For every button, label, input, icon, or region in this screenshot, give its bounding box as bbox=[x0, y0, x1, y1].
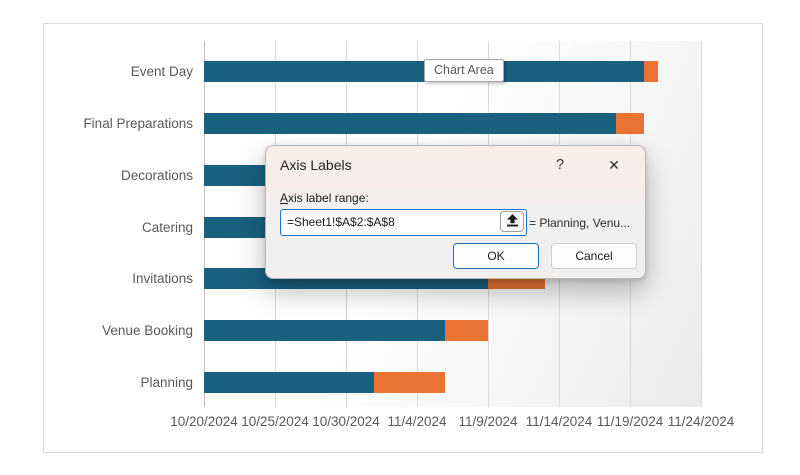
axis-label-range-input[interactable]: =Sheet1!$A$2:$A$8 bbox=[280, 209, 527, 236]
date-axis-label[interactable]: 11/14/2024 bbox=[525, 414, 593, 429]
bar-duration-segment[interactable] bbox=[374, 372, 445, 393]
ok-button[interactable]: OK bbox=[453, 243, 539, 269]
chart-area-tooltip: Chart Area bbox=[424, 59, 504, 82]
date-axis-label[interactable]: 10/30/2024 bbox=[312, 414, 380, 429]
collapse-dialog-icon bbox=[506, 213, 519, 230]
cancel-button[interactable]: Cancel bbox=[551, 243, 637, 269]
date-axis-label[interactable]: 11/4/2024 bbox=[387, 414, 447, 429]
close-icon[interactable]: ✕ bbox=[604, 155, 624, 175]
category-axis-label[interactable]: Event Day bbox=[130, 64, 193, 79]
date-axis-label[interactable]: 11/19/2024 bbox=[596, 414, 664, 429]
date-axis-label[interactable]: 10/25/2024 bbox=[241, 414, 309, 429]
bar-duration-segment[interactable] bbox=[616, 113, 644, 134]
axis-labels-dialog: Axis Labels ? ✕ Axis label range: =Sheet… bbox=[265, 145, 646, 279]
bar-duration-segment[interactable] bbox=[644, 61, 658, 82]
chart-area-tooltip-label: Chart Area bbox=[434, 63, 494, 77]
axis-label-range-value: =Sheet1!$A$2:$A$8 bbox=[287, 215, 395, 229]
date-axis-label[interactable]: 10/20/2024 bbox=[170, 414, 238, 429]
bar-duration-segment[interactable] bbox=[445, 320, 488, 341]
bar-start-segment[interactable] bbox=[204, 372, 374, 393]
dialog-title: Axis Labels bbox=[280, 157, 352, 173]
collapse-dialog-button[interactable] bbox=[500, 211, 524, 232]
bar-start-segment[interactable] bbox=[204, 320, 445, 341]
date-axis-label[interactable]: 11/9/2024 bbox=[458, 414, 518, 429]
category-axis-label[interactable]: Invitations bbox=[132, 271, 193, 286]
category-axis-label[interactable]: Decorations bbox=[120, 168, 193, 183]
help-icon[interactable]: ? bbox=[551, 156, 569, 174]
date-axis-label[interactable]: 11/24/2024 bbox=[667, 414, 735, 429]
bar-start-segment[interactable] bbox=[204, 113, 616, 134]
category-axis-label[interactable]: Catering bbox=[141, 220, 193, 235]
gridline bbox=[701, 41, 702, 407]
category-axis-label[interactable]: Planning bbox=[140, 375, 193, 390]
range-preview-text: = Planning, Venu... bbox=[529, 216, 631, 230]
category-axis-label[interactable]: Venue Booking bbox=[102, 323, 193, 338]
axis-label-range-label: Axis label range: bbox=[280, 191, 369, 205]
category-axis-label[interactable]: Final Preparations bbox=[83, 116, 193, 131]
